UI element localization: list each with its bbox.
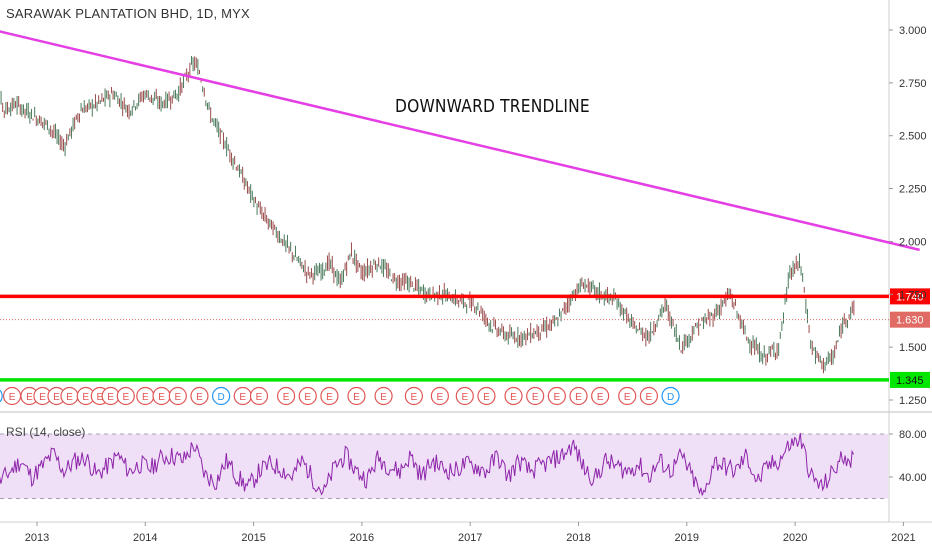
event-marker-label: E: [380, 392, 387, 403]
earnings-marker-icon[interactable]: [404, 386, 423, 406]
earnings-marker-icon[interactable]: [547, 386, 566, 406]
earnings-marker-icon[interactable]: [618, 386, 637, 406]
time-tick-label: 2016: [350, 532, 374, 544]
earnings-marker-icon[interactable]: [190, 386, 209, 406]
earnings-marker-icon[interactable]: [298, 386, 317, 406]
level-badge-1: [890, 371, 930, 388]
event-marker-label: E: [575, 392, 582, 403]
trendline-annotation: DOWNWARD TRENDLINE: [395, 96, 590, 117]
time-tick-label: 2015: [241, 532, 265, 544]
earnings-marker-icon[interactable]: [116, 386, 135, 406]
event-marker-label: E: [158, 392, 165, 403]
event-marker-label: E: [196, 392, 203, 403]
earnings-marker-icon[interactable]: [320, 386, 339, 406]
price-tick-label: 2.250: [899, 184, 927, 196]
time-tick-label: 2018: [566, 532, 590, 544]
earnings-marker-icon[interactable]: [430, 386, 449, 406]
event-marker-label: E: [26, 392, 33, 403]
level-badge-label-0: 1.740: [896, 291, 924, 303]
event-marker-label: E: [411, 392, 418, 403]
event-marker-label: D: [667, 392, 674, 403]
event-marker-label: E: [597, 392, 604, 403]
price-tick-label: 2.750: [899, 78, 927, 90]
last-price-label: 1.630: [896, 315, 924, 327]
time-tick-label: 2017: [458, 532, 482, 544]
earnings-marker-icon[interactable]: [249, 386, 269, 406]
earnings-marker-icon[interactable]: [591, 386, 610, 406]
earnings-marker-icon[interactable]: [526, 386, 545, 406]
rsi-title: RSI (14, close): [6, 425, 86, 439]
price-tick-label: 1.250: [899, 395, 927, 407]
downward-trendline[interactable]: [0, 30, 920, 252]
event-marker-label: E: [624, 392, 631, 403]
event-marker-label: E: [122, 392, 129, 403]
event-marker-label: E: [9, 392, 16, 403]
event-marker-label: E: [239, 392, 246, 403]
rsi-line: [0, 432, 854, 496]
event-markers: DEEEEEEEEEEEEEDEEEEEEEEEEEEEEEEEED: [0, 386, 680, 406]
event-marker-label: E: [304, 392, 311, 403]
event-marker-label: E: [142, 392, 149, 403]
event-marker-label: E: [96, 392, 103, 403]
time-tick-label: 2014: [133, 532, 157, 544]
event-marker-label: E: [256, 392, 263, 403]
time-tick-label: 2020: [783, 532, 807, 544]
event-marker-label: E: [461, 392, 468, 403]
time-tick-label: 2019: [675, 532, 699, 544]
event-marker-label: E: [483, 392, 490, 403]
earnings-marker-icon[interactable]: [639, 386, 658, 406]
last-price-badge: [890, 311, 930, 328]
event-marker-label: E: [353, 392, 360, 403]
price-tick-label: 2.000: [899, 236, 927, 248]
time-tick-label: 2021: [891, 532, 915, 544]
rsi-tick-label: 80.00: [899, 429, 927, 441]
dividend-marker-icon[interactable]: [661, 386, 680, 406]
earnings-marker-icon[interactable]: [374, 386, 393, 406]
candlestick-series: [0, 55, 855, 374]
event-marker-label: D: [217, 392, 224, 403]
event-marker-label: E: [82, 392, 89, 403]
earnings-marker-icon[interactable]: [477, 386, 496, 406]
event-marker-label: E: [174, 392, 181, 403]
event-marker-label: E: [53, 392, 60, 403]
price-tick-label: 2.500: [899, 131, 927, 143]
rsi-tick-label: 40.00: [899, 472, 927, 484]
event-marker-label: E: [107, 392, 114, 403]
event-marker-label: E: [66, 392, 73, 403]
level-badge-label-1: 1.345: [896, 375, 924, 387]
dividend-marker-icon[interactable]: [0, 388, 3, 405]
event-marker-label: E: [437, 392, 444, 403]
symbol-title: SARAWAK PLANTATION BHD, 1D, MYX: [6, 6, 250, 21]
earnings-marker-icon[interactable]: [455, 386, 474, 406]
earnings-marker-icon[interactable]: [347, 386, 366, 406]
price-tick-label: 1.750: [899, 289, 927, 301]
earnings-marker-icon[interactable]: [504, 386, 523, 406]
earnings-marker-icon[interactable]: [168, 386, 187, 406]
event-marker-label: E: [510, 392, 517, 403]
earnings-marker-icon[interactable]: [569, 386, 588, 406]
earnings-marker-icon[interactable]: [276, 386, 296, 406]
event-marker-label: E: [283, 392, 290, 403]
event-marker-label: E: [326, 392, 333, 403]
price-tick-label: 3.000: [899, 25, 927, 37]
level-badge-0: [890, 288, 930, 305]
event-marker-label: E: [39, 392, 46, 403]
rsi-band: [0, 434, 888, 499]
event-marker-label: E: [646, 392, 653, 403]
dividend-marker-icon[interactable]: [212, 386, 231, 406]
price-tick-label: 1.500: [899, 342, 927, 354]
time-tick-label: 2013: [25, 532, 49, 544]
event-marker-label: E: [532, 392, 539, 403]
event-marker-label: E: [554, 392, 561, 403]
